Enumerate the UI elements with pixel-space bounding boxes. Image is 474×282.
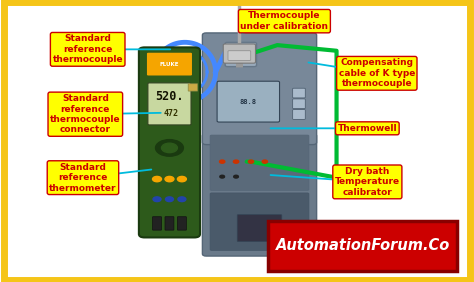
FancyBboxPatch shape bbox=[177, 217, 186, 230]
Circle shape bbox=[155, 140, 183, 156]
Circle shape bbox=[233, 160, 239, 163]
FancyBboxPatch shape bbox=[202, 134, 317, 256]
Circle shape bbox=[178, 197, 186, 202]
Circle shape bbox=[234, 175, 238, 178]
Circle shape bbox=[165, 177, 174, 182]
Circle shape bbox=[219, 160, 225, 163]
Circle shape bbox=[153, 177, 162, 182]
Text: Standard
reference
thermocouple
connector: Standard reference thermocouple connecto… bbox=[50, 94, 120, 134]
Circle shape bbox=[162, 143, 177, 153]
FancyBboxPatch shape bbox=[217, 81, 280, 122]
Circle shape bbox=[262, 160, 267, 163]
Text: 88.8: 88.8 bbox=[240, 99, 257, 105]
FancyBboxPatch shape bbox=[210, 135, 309, 190]
Circle shape bbox=[248, 160, 254, 163]
FancyBboxPatch shape bbox=[188, 84, 198, 91]
FancyBboxPatch shape bbox=[165, 217, 174, 230]
FancyBboxPatch shape bbox=[153, 217, 162, 230]
Circle shape bbox=[177, 177, 186, 182]
FancyBboxPatch shape bbox=[139, 47, 200, 237]
Text: 520.: 520. bbox=[155, 90, 184, 103]
FancyBboxPatch shape bbox=[223, 44, 255, 63]
Circle shape bbox=[153, 197, 161, 202]
FancyBboxPatch shape bbox=[292, 110, 305, 119]
Text: 472: 472 bbox=[164, 109, 179, 118]
FancyBboxPatch shape bbox=[292, 88, 305, 98]
FancyBboxPatch shape bbox=[147, 53, 192, 76]
Text: AutomationForum.Co: AutomationForum.Co bbox=[275, 238, 450, 254]
Text: FLUKE: FLUKE bbox=[160, 62, 179, 67]
FancyBboxPatch shape bbox=[237, 215, 282, 241]
Circle shape bbox=[165, 197, 173, 202]
Text: Standard
reference
thermometer: Standard reference thermometer bbox=[49, 163, 117, 193]
FancyBboxPatch shape bbox=[225, 42, 256, 67]
FancyBboxPatch shape bbox=[268, 221, 457, 271]
Text: Standard
reference
thermocouple: Standard reference thermocouple bbox=[53, 34, 123, 64]
Text: Compensating
cable of K type
thermocouple: Compensating cable of K type thermocoupl… bbox=[338, 58, 415, 88]
Circle shape bbox=[220, 175, 225, 178]
FancyBboxPatch shape bbox=[292, 99, 305, 109]
Text: Thermocouple
under calibration: Thermocouple under calibration bbox=[240, 12, 328, 31]
FancyBboxPatch shape bbox=[228, 51, 251, 60]
Text: Thermowell: Thermowell bbox=[337, 124, 397, 133]
FancyBboxPatch shape bbox=[210, 193, 309, 250]
Text: Dry bath
Temperature
calibrator: Dry bath Temperature calibrator bbox=[335, 167, 400, 197]
FancyBboxPatch shape bbox=[148, 83, 191, 125]
FancyBboxPatch shape bbox=[202, 33, 317, 145]
